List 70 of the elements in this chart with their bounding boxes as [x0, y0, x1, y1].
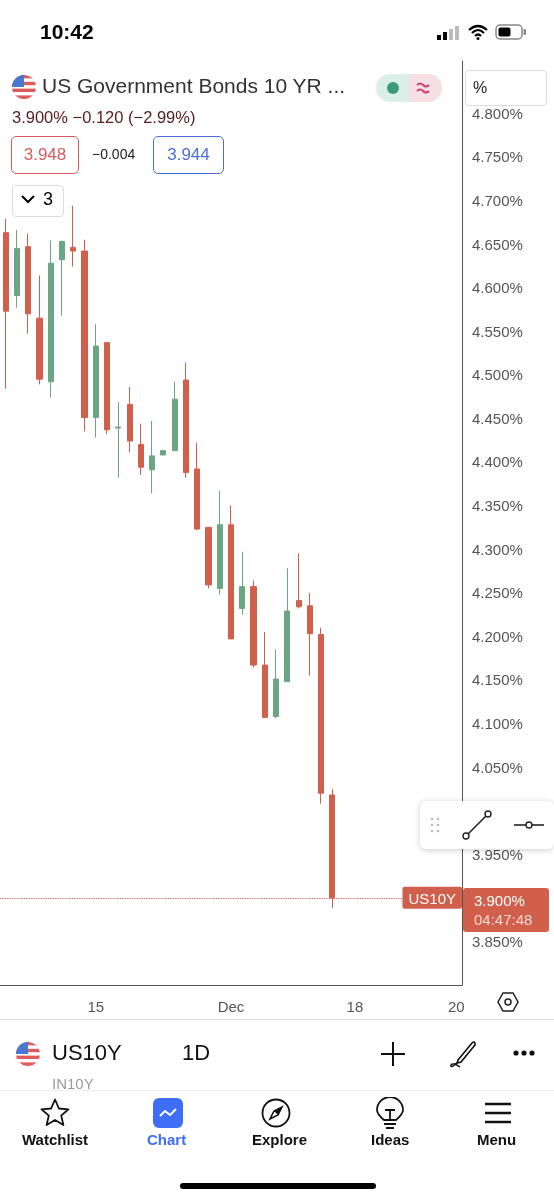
candlestick	[194, 442, 200, 531]
y-tick-label: 4.400%	[472, 453, 523, 471]
y-tick-label: 4.800%	[472, 104, 523, 122]
x-tick-label: Dec	[217, 998, 245, 1015]
x-tick-label: 18	[346, 998, 364, 1015]
text: 3.900%	[474, 890, 526, 910]
candlestick	[217, 490, 223, 595]
y-tick-label: 4.650%	[472, 235, 523, 253]
text: Watchlist	[22, 1131, 89, 1148]
candlestick	[48, 240, 54, 398]
candlestick	[149, 420, 155, 494]
y-tick-label: 3.950%	[472, 845, 523, 863]
text: 1D	[182, 1040, 211, 1066]
y-tick-label: 4.450%	[472, 409, 523, 427]
y-tick-label: 4.350%	[472, 497, 523, 515]
candlestick	[318, 627, 324, 805]
candlestick	[172, 381, 178, 452]
y-tick-label: 4.750%	[472, 148, 523, 166]
candlestick	[93, 323, 99, 439]
text: US10Y	[52, 1040, 122, 1066]
annotation: 3.900% −0.120 (−2.99%)	[12, 108, 196, 127]
candlestick	[160, 450, 166, 456]
annotation: 3	[43, 189, 54, 210]
candlestick	[127, 386, 133, 453]
candlestick	[250, 580, 257, 669]
y-tick-label: 4.500%	[472, 366, 523, 384]
ref-line-label: US10Y	[408, 889, 456, 907]
y-tick-label: 3.850%	[472, 932, 523, 950]
text: 04:47:48	[474, 909, 534, 929]
text: %	[465, 70, 547, 106]
y-tick-label: 4.600%	[472, 279, 523, 297]
x-tick-label: 20	[448, 998, 465, 1015]
annotation: −0.004	[92, 146, 136, 162]
candlestick	[273, 648, 279, 719]
candlestick	[262, 631, 268, 718]
annotation: 3.948	[11, 136, 79, 174]
text: Chart	[147, 1131, 187, 1148]
candlestick	[81, 239, 88, 432]
candlestick	[307, 592, 313, 677]
y-tick-label: 4.050%	[472, 758, 523, 776]
candlestick	[70, 205, 76, 268]
candlestick	[183, 362, 189, 479]
candlestick	[239, 551, 245, 616]
y-tick-label: 4.150%	[472, 671, 523, 689]
y-tick-label: 4.200%	[472, 627, 523, 645]
y-tick-label: 4.300%	[472, 540, 523, 558]
text: Menu	[477, 1131, 517, 1148]
y-tick-label: 4.700%	[472, 191, 523, 209]
candlestick	[284, 567, 290, 683]
text: Ideas	[371, 1131, 410, 1148]
candlestick	[138, 423, 144, 476]
candlestick	[205, 526, 212, 589]
candlestick	[296, 553, 302, 609]
text: Explore	[252, 1131, 308, 1148]
candlestick	[59, 240, 65, 317]
annotation: 3.944	[153, 136, 224, 174]
candlestick	[14, 229, 20, 309]
text: 10:42	[40, 20, 94, 44]
candlestick	[104, 342, 110, 435]
candlestick	[25, 233, 31, 335]
y-tick-label: 4.550%	[472, 322, 523, 340]
x-tick-label: 15	[87, 998, 105, 1015]
y-tick-label: 4.250%	[472, 584, 523, 602]
candlestick	[3, 218, 9, 390]
candlestick	[36, 274, 43, 385]
text: US Government Bonds 10 YR ...	[42, 74, 346, 98]
y-tick-label: 4.100%	[472, 714, 523, 732]
candlestick	[115, 401, 121, 479]
candlestick	[228, 505, 234, 640]
text: IN10Y	[52, 1075, 94, 1092]
